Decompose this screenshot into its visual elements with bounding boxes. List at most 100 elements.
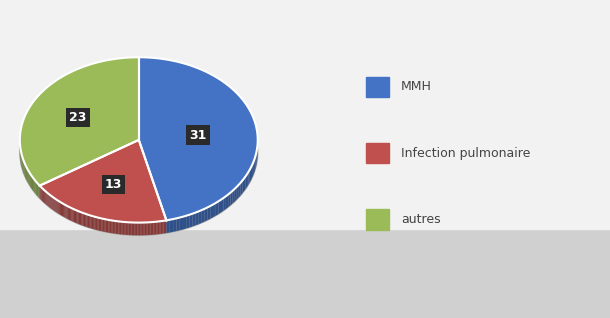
Polygon shape (253, 160, 254, 176)
Polygon shape (255, 156, 256, 171)
Polygon shape (76, 210, 77, 224)
Polygon shape (33, 178, 34, 192)
Polygon shape (49, 195, 51, 208)
Polygon shape (226, 194, 228, 209)
Text: Infection pulmonaire: Infection pulmonaire (401, 147, 530, 160)
Polygon shape (43, 189, 44, 203)
Polygon shape (89, 215, 90, 228)
Polygon shape (246, 174, 247, 189)
Bar (0, 229, 610, 318)
Polygon shape (104, 219, 106, 232)
Polygon shape (136, 223, 137, 235)
Polygon shape (44, 190, 45, 203)
Polygon shape (251, 165, 252, 180)
Polygon shape (210, 204, 213, 219)
Bar (366, 143, 389, 163)
Polygon shape (249, 167, 251, 182)
Polygon shape (24, 163, 25, 177)
Polygon shape (160, 221, 162, 234)
Polygon shape (32, 176, 33, 190)
Polygon shape (115, 221, 117, 234)
Polygon shape (248, 169, 249, 184)
Polygon shape (101, 218, 102, 232)
Polygon shape (28, 170, 29, 184)
Ellipse shape (20, 70, 257, 235)
Polygon shape (170, 219, 173, 232)
Polygon shape (102, 219, 104, 232)
Polygon shape (146, 222, 148, 235)
Polygon shape (30, 173, 31, 187)
Polygon shape (79, 211, 80, 225)
Polygon shape (62, 203, 63, 217)
Text: 13: 13 (105, 178, 122, 191)
Polygon shape (123, 222, 124, 235)
Bar (366, 77, 389, 97)
Polygon shape (95, 217, 96, 230)
Polygon shape (109, 220, 110, 233)
Polygon shape (51, 196, 52, 210)
Polygon shape (82, 213, 84, 226)
Polygon shape (106, 219, 107, 232)
Polygon shape (180, 217, 183, 230)
Polygon shape (66, 206, 68, 219)
Polygon shape (100, 218, 101, 231)
Polygon shape (183, 216, 186, 229)
Polygon shape (69, 207, 70, 220)
Polygon shape (207, 206, 210, 220)
Text: MMH: MMH (401, 80, 432, 93)
Polygon shape (121, 222, 123, 235)
Polygon shape (52, 197, 54, 210)
Polygon shape (176, 218, 180, 231)
Polygon shape (213, 203, 216, 217)
Bar (0, 0, 610, 229)
Polygon shape (148, 222, 149, 235)
Polygon shape (235, 187, 237, 202)
Polygon shape (80, 212, 81, 225)
Polygon shape (37, 183, 38, 197)
Polygon shape (75, 210, 76, 223)
Bar (366, 209, 389, 230)
Polygon shape (221, 198, 223, 212)
Polygon shape (173, 218, 176, 232)
Polygon shape (162, 221, 163, 234)
Polygon shape (107, 220, 109, 232)
Polygon shape (139, 223, 140, 235)
Polygon shape (90, 216, 92, 229)
Polygon shape (117, 221, 118, 234)
Polygon shape (254, 158, 255, 173)
Polygon shape (158, 221, 159, 234)
Polygon shape (231, 191, 232, 205)
Text: 31: 31 (189, 128, 207, 142)
Polygon shape (151, 222, 152, 235)
Polygon shape (27, 168, 28, 183)
Polygon shape (92, 216, 93, 229)
Polygon shape (218, 200, 221, 214)
Polygon shape (65, 205, 66, 218)
Polygon shape (130, 222, 132, 235)
Polygon shape (40, 186, 41, 200)
Polygon shape (88, 215, 89, 228)
Polygon shape (110, 220, 111, 233)
Polygon shape (56, 199, 57, 212)
Polygon shape (111, 220, 113, 233)
Text: autres: autres (401, 213, 440, 226)
Polygon shape (113, 221, 114, 233)
Polygon shape (196, 211, 199, 225)
Polygon shape (137, 223, 139, 235)
Polygon shape (42, 188, 43, 202)
Polygon shape (145, 222, 146, 235)
Polygon shape (63, 204, 64, 217)
Polygon shape (57, 200, 59, 214)
Polygon shape (165, 220, 167, 233)
Polygon shape (252, 163, 253, 178)
Polygon shape (143, 223, 145, 235)
Polygon shape (155, 222, 156, 235)
Polygon shape (118, 221, 120, 234)
Polygon shape (127, 222, 129, 235)
Polygon shape (240, 181, 242, 195)
Polygon shape (163, 221, 165, 233)
Polygon shape (199, 210, 202, 224)
Polygon shape (190, 214, 193, 227)
Polygon shape (96, 217, 97, 230)
Polygon shape (41, 187, 42, 201)
